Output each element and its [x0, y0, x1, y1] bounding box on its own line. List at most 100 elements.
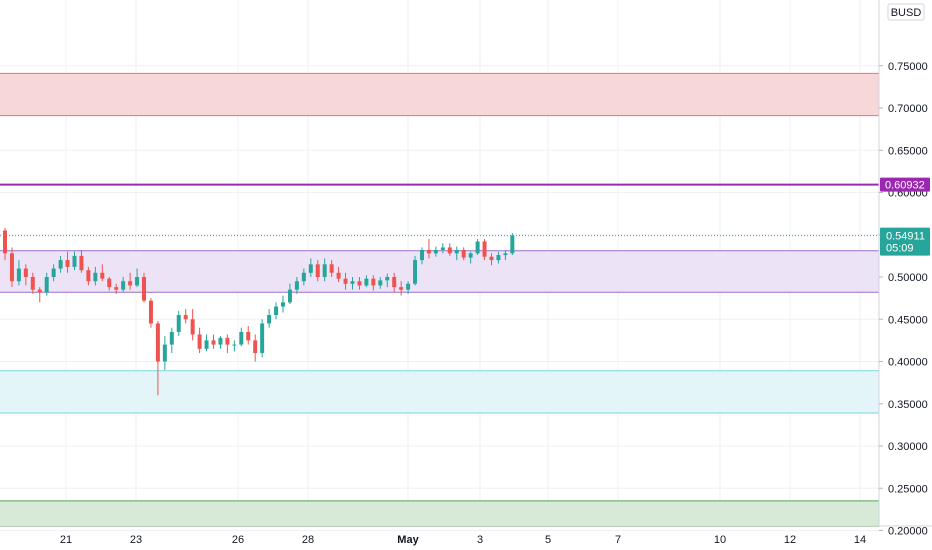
- y-tick-label: 0.45000: [888, 314, 928, 326]
- x-tick-label: 26: [232, 534, 244, 546]
- candle-body: [58, 260, 63, 269]
- candle-body: [114, 287, 119, 290]
- candle-body: [468, 253, 473, 258]
- candle-body: [294, 281, 299, 290]
- candle-body: [93, 272, 98, 282]
- candle-body: [79, 255, 84, 271]
- support-zone[interactable]: [0, 370, 879, 414]
- x-tick-label: 10: [714, 534, 726, 546]
- x-tick-label: 14: [854, 534, 866, 546]
- candle-body: [176, 315, 181, 332]
- candle-body: [239, 331, 244, 345]
- y-tick-label: 0.65000: [888, 145, 928, 157]
- candle-body: [454, 249, 459, 254]
- last-price-tag: 0.54911 05:09: [880, 227, 930, 256]
- x-tick-label: 12: [784, 534, 796, 546]
- countdown-label: 05:09: [886, 243, 914, 255]
- candle-body: [281, 302, 285, 307]
- candle-body: [197, 334, 202, 349]
- y-tick-label: 0.40000: [888, 357, 928, 369]
- x-tick-label: 28: [302, 534, 314, 546]
- candle-body: [308, 264, 313, 273]
- candle-body: [204, 340, 209, 349]
- candle-body: [426, 249, 431, 254]
- candle-body: [503, 253, 508, 256]
- candle-body: [433, 249, 438, 254]
- candle-body: [148, 300, 153, 324]
- candle-body: [121, 281, 126, 290]
- x-tick-label: May: [397, 534, 419, 546]
- candle-body: [475, 241, 480, 254]
- candle-body: [315, 264, 320, 277]
- candle-body: [9, 253, 14, 282]
- candle-body: [496, 255, 501, 261]
- candle-body: [461, 249, 466, 258]
- candles: [3, 227, 515, 396]
- candle-body: [169, 331, 174, 345]
- candle-body: [218, 337, 223, 345]
- candle-body: [72, 255, 77, 267]
- candle-body: [44, 277, 49, 293]
- currency-label: BUSD: [891, 7, 922, 19]
- range-zone[interactable]: [0, 250, 879, 293]
- candle-body: [406, 283, 411, 290]
- candle-body: [350, 281, 355, 284]
- candle-body: [100, 272, 105, 279]
- x-tick-label: 7: [615, 534, 621, 546]
- candle-body: [440, 247, 445, 250]
- candle-body: [420, 249, 424, 261]
- x-tick-label: 23: [130, 534, 142, 546]
- candle-body: [65, 260, 70, 267]
- candle-body: [336, 272, 341, 279]
- candle-body: [378, 280, 383, 286]
- candle-body: [392, 277, 397, 288]
- candle-body: [343, 278, 348, 284]
- candle-body: [371, 278, 376, 286]
- candle-body: [107, 278, 112, 288]
- x-tick-label: 21: [60, 534, 72, 546]
- candle-body: [322, 264, 327, 277]
- candle-body: [86, 270, 91, 282]
- candle-body: [16, 268, 21, 282]
- y-tick-label: 0.30000: [888, 441, 928, 453]
- x-tick-label: 5: [545, 534, 551, 546]
- candle-body: [30, 277, 35, 290]
- candle-body: [260, 323, 265, 354]
- candle-body: [183, 315, 188, 320]
- candle-body: [482, 241, 487, 257]
- candle-body: [385, 277, 390, 281]
- candle-body: [155, 323, 160, 362]
- y-tick-label: 0.70000: [888, 103, 928, 115]
- candle-body: [357, 281, 362, 286]
- y-tick-label: 0.50000: [888, 272, 928, 284]
- candle-body: [301, 272, 306, 282]
- candle-body: [287, 289, 292, 303]
- candle-body: [413, 260, 418, 284]
- candle-body: [510, 235, 515, 254]
- candle-body: [190, 319, 195, 335]
- candle-body: [246, 331, 251, 341]
- demand-zone[interactable]: [0, 500, 879, 527]
- horizontal-line-price-tag: 0.60932: [880, 177, 930, 192]
- candle-body: [135, 277, 140, 286]
- candle-body: [51, 268, 56, 277]
- candle-body: [447, 247, 452, 254]
- price-axis[interactable]: 0.750000.700000.650000.600000.550000.500…: [879, 61, 928, 538]
- currency-badge[interactable]: BUSD: [887, 3, 925, 21]
- candle-body: [399, 287, 404, 290]
- candle-body: [162, 344, 167, 362]
- candle-body: [225, 337, 230, 345]
- y-tick-label: 0.35000: [888, 399, 928, 411]
- candle-body: [128, 281, 133, 286]
- zones: [0, 72, 879, 527]
- candle-body: [489, 256, 494, 261]
- candle-body: [364, 278, 369, 286]
- candle-body: [3, 230, 7, 254]
- candle-body: [274, 306, 279, 316]
- last-price-label: 0.54911: [886, 231, 925, 243]
- resistance-zone[interactable]: [0, 73, 879, 116]
- time-axis[interactable]: 21 23 26 28 May 3 5 7 10 12 14: [60, 534, 866, 546]
- candle-body: [142, 277, 146, 301]
- candle-body: [232, 344, 237, 346]
